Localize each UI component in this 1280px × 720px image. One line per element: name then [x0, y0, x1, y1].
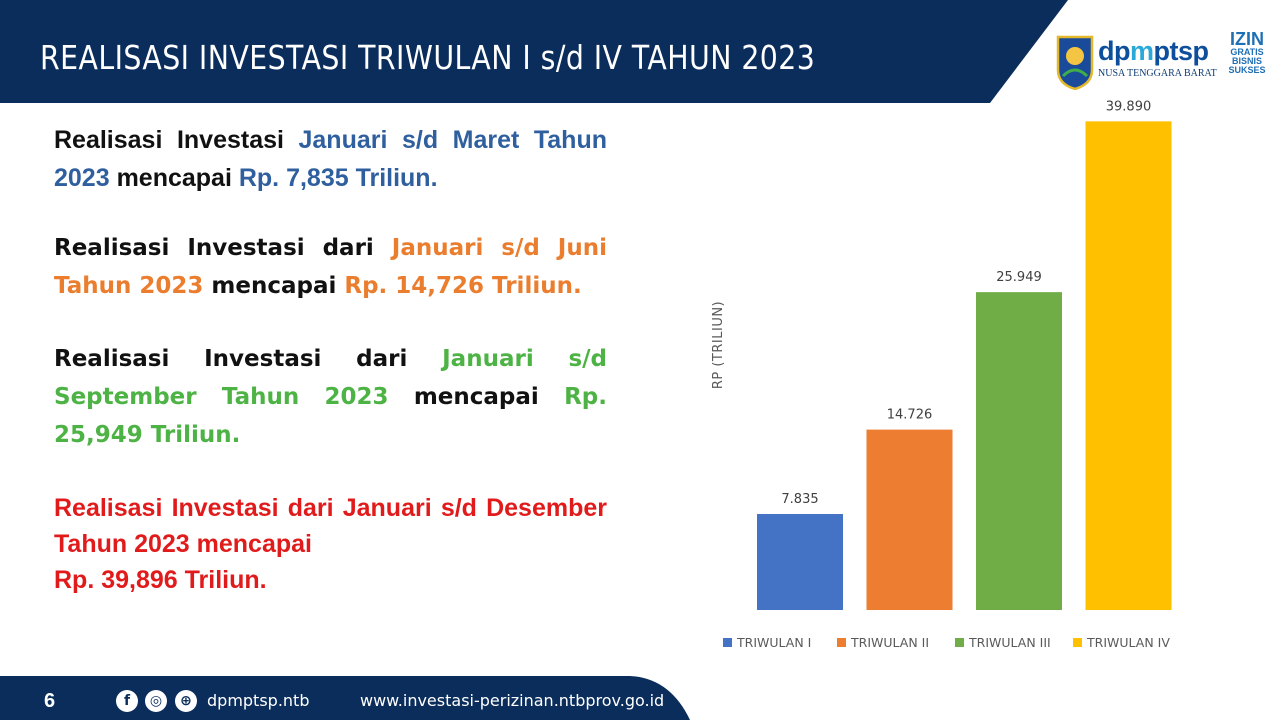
dpmptsp-logo: dpmptsp NUSA TENGGARA BARAT IZIN GRATIS … — [1050, 28, 1275, 98]
badge-line-2: GRATIS — [1230, 47, 1264, 57]
facebook-icon[interactable]: f — [116, 690, 138, 712]
legend-swatch-1 — [723, 638, 732, 647]
bar-value-label-3: 25.949 — [996, 270, 1042, 285]
globe-icon[interactable]: ⊕ — [175, 690, 197, 712]
instagram-icon[interactable]: ◎ — [145, 690, 167, 712]
bar-4 — [1085, 121, 1172, 610]
footer-shape — [0, 676, 690, 720]
logo-subtitle: NUSA TENGGARA BARAT — [1098, 68, 1217, 79]
legend-swatch-2 — [837, 638, 846, 647]
bar-1 — [757, 514, 843, 610]
header-shape — [0, 0, 1068, 103]
investment-bar-chart: RP (TRILIUN) 7.835 14.726 25.949 39.890 TRI… — [711, 100, 1172, 650]
bar-2 — [866, 429, 953, 610]
p1-period: Januari s/d Maret Tahun 2023 — [54, 126, 607, 192]
badge-line-4: SUKSES — [1228, 65, 1266, 75]
bar-3 — [976, 292, 1062, 610]
page-title: REALISASI INVESTASI TRIWULAN I s/d IV TA… — [40, 38, 816, 77]
logo-wordmark-a: dp — [1098, 36, 1131, 66]
p3-text-c: mencapai — [388, 384, 565, 410]
p3-period: Januari s/d September Tahun 2023 — [54, 346, 607, 410]
badge-line-3: BISNIS — [1231, 56, 1262, 66]
p2-period: Januari s/d Juni Tahun 2023 — [54, 235, 607, 299]
p3-amount: Rp. 25,949 Triliun. — [54, 384, 607, 448]
p4-amount: Rp. 39,896 Triliun. — [54, 566, 267, 594]
y-axis-label: RP (TRILIUN) — [711, 301, 726, 389]
bars-group: 7.835 14.726 25.949 39.890 — [757, 100, 1172, 610]
legend-label-4: TRIWULAN IV — [1086, 635, 1170, 650]
social-handle[interactable]: dpmptsp.ntb — [207, 691, 310, 710]
p1-text-a: Realisasi Investasi — [54, 126, 299, 154]
paragraph-q3: Realisasi Investasi dari Januari s/d Sep… — [54, 340, 607, 454]
p4-text-a: Realisasi Investasi dari Januari s/d Des… — [54, 494, 607, 558]
izin-gratis-badge: IZIN GRATIS BISNIS SUKSES — [1222, 30, 1272, 75]
bar-value-label-2: 14.726 — [887, 408, 933, 423]
paragraph-q4: Realisasi Investasi dari Januari s/d Des… — [54, 490, 607, 598]
legend-label-2: TRIWULAN II — [850, 635, 929, 650]
header-banner — [0, 0, 1280, 103]
logo-wordmark: dpmptsp — [1098, 36, 1209, 67]
badge-line-1: IZIN — [1230, 29, 1264, 49]
legend-swatch-4 — [1073, 638, 1082, 647]
footer-bar — [0, 676, 1280, 720]
logo-wordmark-b: m — [1130, 36, 1154, 66]
paragraph-q1: Realisasi Investasi Januari s/d Maret Ta… — [54, 121, 607, 197]
p2-amount: Rp. 14,726 Triliun. — [344, 273, 582, 299]
p1-text-c: mencapai — [109, 164, 239, 192]
ntb-emblem-icon — [1056, 35, 1094, 90]
paragraph-q2: Realisasi Investasi dari Januari s/d Jun… — [54, 229, 607, 305]
p3-text-a: Realisasi Investasi dari — [54, 346, 443, 372]
p2-text-c: mencapai — [203, 273, 345, 299]
legend-swatch-3 — [955, 638, 964, 647]
website-link[interactable]: www.investasi-perizinan.ntbprov.go.id — [360, 691, 665, 710]
page-number: 6 — [44, 690, 56, 712]
chart-legend: TRIWULAN I TRIWULAN II TRIWULAN III TRIWULA… — [723, 635, 1170, 650]
p2-text-a: Realisasi Investasi dari — [54, 235, 392, 261]
bar-value-label-1: 7.835 — [781, 492, 818, 507]
bar-value-label-4: 39.890 — [1106, 100, 1152, 114]
legend-label-1: TRIWULAN I — [736, 635, 811, 650]
logo-wordmark-c: ptsp — [1153, 36, 1210, 66]
p1-amount: Rp. 7,835 Triliun. — [238, 164, 438, 192]
legend-label-3: TRIWULAN III — [968, 635, 1051, 650]
